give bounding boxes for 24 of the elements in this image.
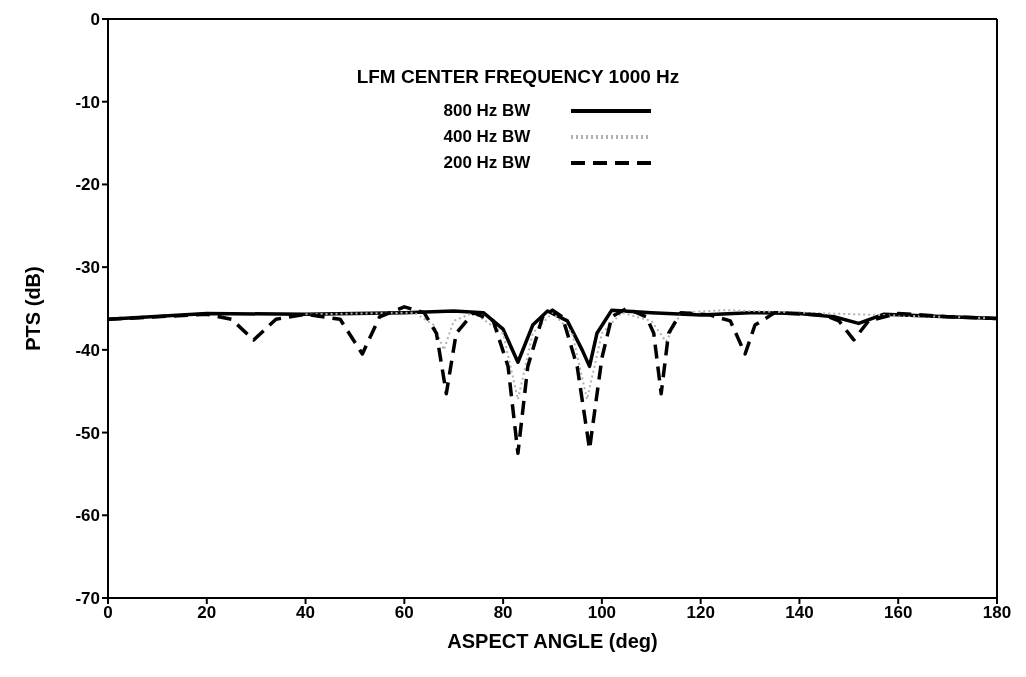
y-tick-label: -50 bbox=[75, 423, 100, 443]
y-axis-title: PTS (dB) bbox=[22, 266, 45, 351]
y-tick-label: -20 bbox=[75, 175, 100, 195]
x-tick-label: 80 bbox=[493, 603, 513, 623]
y-tick-label: -70 bbox=[75, 589, 100, 609]
y-tick-label: -60 bbox=[75, 506, 100, 526]
x-tick-label: 40 bbox=[296, 603, 316, 623]
legend-label: 200 Hz BW bbox=[443, 153, 532, 173]
x-tick-label: 160 bbox=[884, 603, 913, 623]
x-tick-label: 120 bbox=[686, 603, 715, 623]
legend-label: 800 Hz BW bbox=[443, 101, 532, 121]
x-tick-label: 60 bbox=[394, 603, 414, 623]
x-tick-label: 100 bbox=[587, 603, 617, 623]
y-tick-label: -40 bbox=[75, 340, 100, 360]
legend-label: 400 Hz BW bbox=[443, 127, 532, 147]
x-tick-label: 20 bbox=[197, 603, 217, 623]
x-tick-label: 180 bbox=[982, 603, 1012, 623]
y-tick-label: 0 bbox=[90, 10, 100, 30]
x-axis-title: ASPECT ANGLE (deg) bbox=[447, 630, 658, 652]
y-tick-label: -10 bbox=[75, 92, 100, 112]
y-tick-label: -30 bbox=[75, 258, 100, 278]
legend-title: LFM CENTER FREQUENCY 1000 Hz bbox=[356, 66, 680, 88]
x-tick-label: 0 bbox=[103, 603, 113, 623]
x-tick-label: 140 bbox=[785, 603, 814, 623]
